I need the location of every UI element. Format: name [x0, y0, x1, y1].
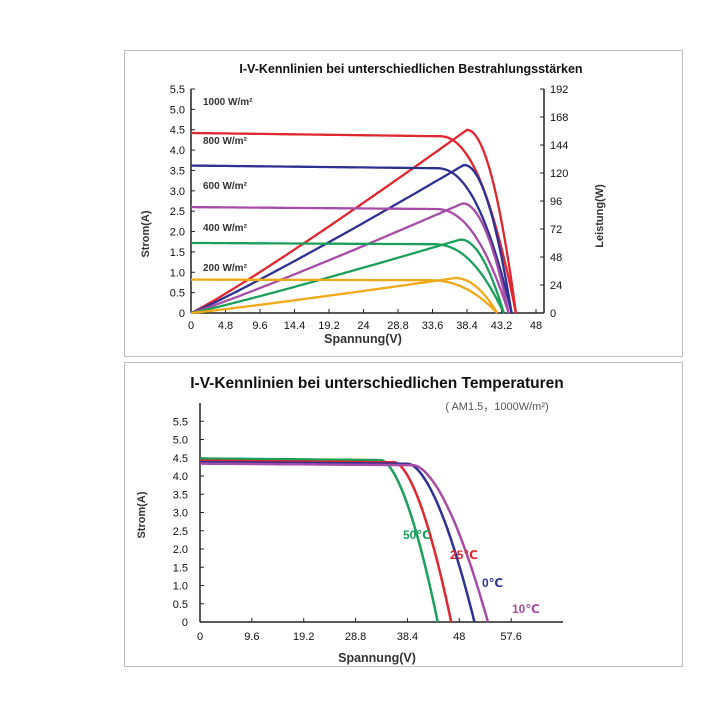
- y-tick-label: 5.5: [173, 416, 188, 428]
- y-tick-label: 2.0: [173, 544, 188, 556]
- x-tick-label: 57.6: [500, 631, 521, 643]
- x-tick-label: 0: [197, 631, 203, 643]
- y-tick-label: 1.0: [170, 267, 185, 279]
- series-label: 200 W/m²: [203, 263, 248, 274]
- iv-curve-0: [191, 131, 518, 314]
- x-tick-label: 9.6: [244, 631, 259, 643]
- y-tick-label: 4.5: [170, 125, 185, 137]
- y2-tick-label: 168: [550, 112, 568, 124]
- y-tick-label: 0: [179, 308, 185, 320]
- y2-tick-label: 120: [550, 168, 568, 180]
- y-tick-label: 2.5: [173, 526, 188, 538]
- x-tick-label: 19.2: [318, 320, 339, 332]
- x-tick-label: 4.8: [218, 320, 233, 332]
- y2-tick-label: 48: [550, 252, 562, 264]
- y-tick-label: 0.5: [170, 288, 185, 300]
- pv-curve-2: [190, 202, 510, 315]
- x-tick-label: 19.2: [293, 631, 314, 643]
- x-tick-label: 33.6: [422, 320, 443, 332]
- x-axis-label: Spannung(V): [324, 332, 402, 346]
- y-tick-label: 3.0: [173, 508, 188, 520]
- y2-tick-label: 144: [550, 140, 568, 152]
- series-label: 1000 W/m²: [203, 97, 253, 108]
- series-label: 50℃: [403, 528, 431, 542]
- y2-axis-label: Leistung(W): [594, 184, 606, 248]
- y-tick-label: 5.5: [170, 84, 185, 96]
- pv-curve-0: [190, 128, 518, 315]
- y-tick-label: 5.0: [170, 104, 185, 116]
- x-tick-label: 9.6: [252, 320, 267, 332]
- pv-curve-3: [190, 238, 505, 315]
- y2-tick-label: 192: [550, 84, 568, 96]
- iv-curve-4: [191, 278, 499, 314]
- temperature-chart-panel: I-V-Kennlinien bei unterschiedlichen Tem…: [124, 362, 683, 667]
- x-tick-label: 24: [357, 320, 369, 332]
- x-tick-label: 48: [530, 320, 542, 332]
- series-label: 800 W/m²: [203, 136, 248, 147]
- pv-curve-1: [190, 163, 513, 315]
- y2-tick-label: 72: [550, 224, 562, 236]
- x-axis-label: Spannung(V): [338, 651, 416, 665]
- y-axis-label: Strom(A): [140, 210, 152, 257]
- iv-curve-1: [191, 164, 513, 314]
- temperature-chart: I-V-Kennlinien bei unterschiedlichen Tem…: [136, 375, 564, 665]
- y-axis-label: Strom(A): [136, 491, 148, 538]
- iv-curve-3: [190, 241, 505, 314]
- series-label: 25℃: [450, 548, 478, 562]
- iv-curve-0: [200, 457, 439, 623]
- chart-title: I-V-Kennlinien bei unterschiedlichen Tem…: [190, 375, 564, 392]
- y-tick-label: 4.0: [170, 145, 185, 157]
- pv-curve-4: [190, 276, 499, 315]
- y-tick-label: 2.5: [170, 206, 185, 218]
- series-label: 10℃: [512, 602, 540, 616]
- x-tick-label: 48: [453, 631, 465, 643]
- irradiance-chart-panel: I-V-Kennlinien bei unterschiedlichen Bes…: [124, 50, 683, 357]
- y-tick-label: 1.0: [173, 581, 188, 593]
- series-label: 600 W/m²: [203, 181, 248, 192]
- series-label: 0℃: [482, 576, 503, 590]
- y2-tick-label: 24: [550, 280, 562, 292]
- series-label: 400 W/m²: [203, 223, 248, 234]
- iv-curve-3: [200, 462, 490, 623]
- y-tick-label: 1.5: [170, 247, 185, 259]
- y-tick-label: 2.0: [170, 227, 185, 239]
- irradiance-chart: I-V-Kennlinien bei unterschiedlichen Bes…: [140, 62, 606, 346]
- y-tick-label: 1.5: [173, 562, 188, 574]
- y-tick-label: 3.5: [173, 489, 188, 501]
- y-tick-label: 3.5: [170, 165, 185, 177]
- y-tick-label: 0: [182, 617, 188, 629]
- y-tick-label: 4.5: [173, 453, 188, 465]
- y2-tick-label: 96: [550, 196, 562, 208]
- y2-tick-label: 0: [550, 308, 556, 320]
- y-tick-label: 5.0: [173, 435, 188, 447]
- x-tick-label: 0: [188, 320, 194, 332]
- iv-curve-2: [191, 205, 510, 314]
- iv-curve-2: [200, 460, 476, 623]
- y-tick-label: 4.0: [173, 471, 188, 483]
- x-tick-label: 43.2: [491, 320, 512, 332]
- chart-title: I-V-Kennlinien bei unterschiedlichen Bes…: [239, 62, 582, 76]
- condition-label: ( AM1.5，1000W/m²): [445, 401, 548, 413]
- y-tick-label: 0.5: [173, 599, 188, 611]
- x-tick-label: 38.4: [397, 631, 418, 643]
- x-tick-label: 28.8: [387, 320, 408, 332]
- x-tick-label: 14.4: [284, 320, 305, 332]
- x-tick-label: 28.8: [345, 631, 366, 643]
- x-tick-label: 38.4: [456, 320, 477, 332]
- y-tick-label: 3.0: [170, 186, 185, 198]
- iv-curve-1: [200, 459, 453, 623]
